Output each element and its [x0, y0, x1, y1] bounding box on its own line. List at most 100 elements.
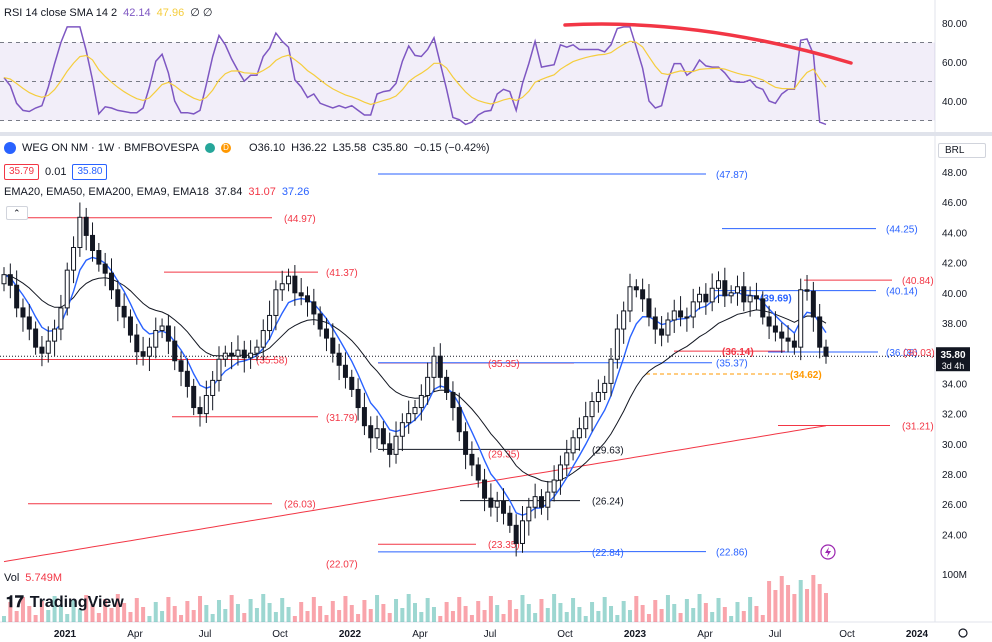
volume-bar: [318, 606, 323, 622]
candle-body: [791, 340, 797, 348]
tradingview-logo[interactable]: 𝟏𝟕 TradingView: [6, 594, 124, 612]
candle-body: [393, 435, 399, 455]
candle-body: [52, 328, 58, 342]
volume-bar: [533, 613, 538, 622]
volume-bar: [596, 611, 601, 622]
candle-body: [798, 289, 804, 348]
volume-bar: [672, 604, 677, 622]
volume-bar: [444, 602, 449, 622]
volume-bar: [431, 607, 436, 622]
volume-bar: [653, 600, 658, 622]
candle-body: [279, 283, 285, 291]
level-label: (23.35): [488, 540, 520, 551]
price-axis-label: 32.00: [942, 410, 967, 421]
price-axis-label: 40.00: [942, 289, 967, 300]
volume-bar: [160, 611, 165, 622]
time-axis-label: 2022: [339, 629, 362, 640]
price-axis-label: 24.00: [942, 530, 967, 541]
volume-bar: [166, 597, 171, 622]
collapse-legend-button[interactable]: ⌃: [6, 206, 28, 220]
candle-body: [684, 316, 690, 319]
candle-body: [444, 376, 450, 393]
candle-body: [178, 360, 184, 372]
time-axis-label: 2023: [624, 629, 647, 640]
volume-bar: [710, 612, 715, 622]
candle-body: [146, 346, 152, 357]
volume-bar: [46, 610, 51, 622]
candle-body: [810, 290, 816, 318]
price-tag-countdown: 3d 4h: [942, 361, 965, 371]
ema-legend[interactable]: EMA20, EMA50, EMA200, EMA9, EMA18 37.84 …: [4, 186, 309, 198]
candle-body: [576, 428, 582, 439]
volume-bar: [463, 606, 468, 622]
candle-body: [418, 394, 424, 409]
volume-bar: [507, 600, 512, 622]
volume-bar: [179, 615, 184, 622]
volume-bar: [824, 593, 828, 622]
level-label: (35.37): [716, 359, 748, 370]
candle-body: [431, 355, 437, 378]
candle-body: [519, 520, 525, 544]
candle-body: [108, 272, 114, 291]
candle-body: [671, 310, 677, 321]
candle-body: [652, 316, 658, 330]
level-label: (31.21): [902, 422, 934, 433]
volume-bar: [526, 604, 531, 622]
candle-body: [399, 422, 405, 437]
candle-body: [1, 274, 7, 285]
volume-bar: [204, 605, 209, 622]
volume-bar: [235, 604, 240, 622]
volume-bar: [375, 595, 380, 622]
volume-bar: [457, 597, 462, 622]
symbol-legend[interactable]: WEG ON NM · 1W · BMFBOVESPA D O36.10 H36…: [4, 142, 490, 154]
rsi-trend-drawing: [563, 22, 853, 65]
volume-bar: [450, 611, 455, 622]
volume-bar: [115, 594, 120, 622]
candle-body: [583, 416, 589, 430]
volume-bar: [583, 616, 588, 622]
volume-bar: [185, 601, 190, 622]
volume-bar: [564, 612, 569, 622]
candle-body: [361, 407, 367, 427]
volume-bar: [356, 614, 361, 622]
currency-selector[interactable]: BRL: [938, 143, 986, 158]
candle-body: [589, 401, 595, 418]
price-axis-label: 30.00: [942, 440, 967, 451]
ask-price[interactable]: 35.80: [72, 164, 108, 180]
volume-bar: [545, 608, 550, 622]
volume-bar: [767, 581, 772, 622]
candle-body: [804, 289, 810, 292]
volume-value: 5.749M: [25, 572, 62, 584]
candle-body: [90, 234, 96, 252]
volume-bar: [261, 594, 266, 622]
candle-body: [551, 479, 557, 493]
volume-bar: [8, 602, 13, 622]
candle-body: [311, 301, 317, 315]
volume-bar: [20, 597, 25, 622]
level-label: (39.69): [760, 293, 792, 304]
volume-bar: [122, 603, 127, 622]
volume-bar: [210, 614, 215, 622]
volume-bar: [621, 601, 626, 622]
market-open-icon: [205, 143, 216, 153]
volume-bar: [229, 595, 234, 622]
volume-bar: [58, 605, 63, 622]
volume-bar: [343, 596, 348, 622]
ema-label: EMA20, EMA50, EMA200, EMA9, EMA18: [4, 186, 209, 198]
bid-price[interactable]: 35.79: [4, 164, 40, 180]
candle-body: [216, 358, 222, 381]
candle-body: [627, 286, 633, 312]
ohlc-low: L35.58: [332, 142, 367, 154]
price-axis-label: 42.00: [942, 259, 967, 270]
volume-bar: [798, 580, 803, 622]
level-label: (36.14): [722, 347, 754, 358]
volume-bar: [141, 607, 146, 622]
candle-body: [482, 479, 488, 499]
volume-bar: [292, 616, 297, 622]
volume-bar: [634, 596, 639, 622]
volume-bar: [368, 609, 373, 622]
ohlc-close: C35.80: [372, 142, 408, 154]
volume-bar: [242, 613, 247, 622]
volume-bar: [722, 607, 727, 622]
